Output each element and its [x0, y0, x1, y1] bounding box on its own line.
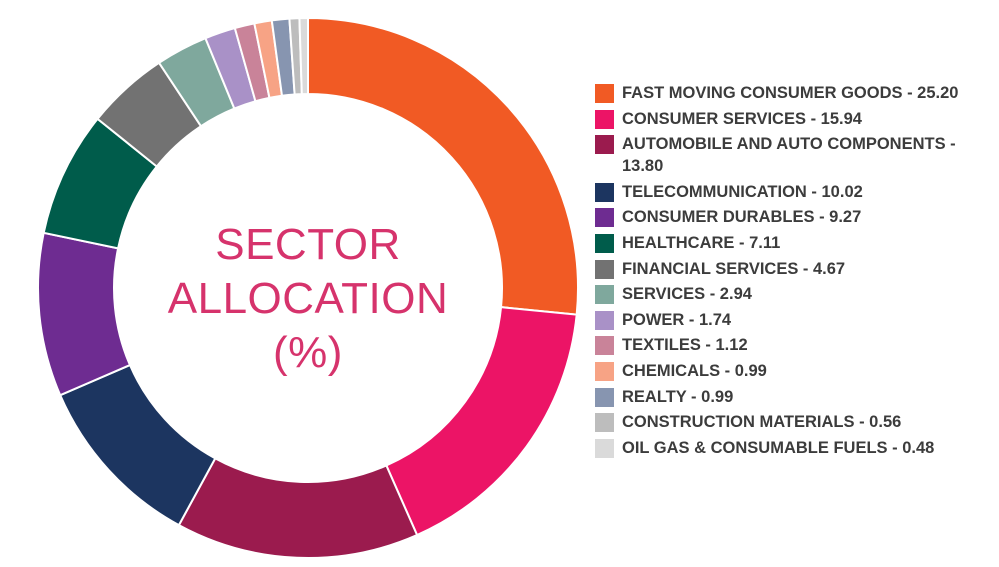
legend-swatch-5	[595, 233, 614, 253]
legend-label-13: OIL GAS & CONSUMABLE FUELS - 0.48	[622, 438, 935, 457]
legend-label-5: HEALTHCARE - 7.11	[622, 233, 781, 252]
legend-label-3: TELECOMMUNICATION - 10.02	[622, 182, 863, 201]
legend-swatch-8	[595, 310, 614, 330]
legend-item-10: CHEMICALS - 0.99	[595, 360, 995, 382]
legend-label-7: SERVICES - 2.94	[622, 285, 752, 304]
chart-title-line-2: ALLOCATION	[167, 274, 449, 323]
legend-item-11: REALTY - 0.99	[595, 386, 995, 408]
legend-item-3: TELECOMMUNICATION - 10.02	[595, 181, 995, 203]
legend-swatch-0	[595, 84, 614, 103]
legend-swatch-6	[595, 259, 614, 279]
legend-item-12: CONSTRUCTION MATERIALS - 0.56	[595, 411, 995, 433]
chart-title-line-3: (%)	[273, 328, 343, 377]
legend-label-12: CONSTRUCTION MATERIALS - 0.56	[622, 413, 902, 432]
legend-swatch-10	[595, 361, 614, 381]
pie-slice-4	[37, 231, 132, 397]
legend-item-13: OIL GAS & CONSUMABLE FUELS - 0.48	[595, 437, 995, 459]
legend-item-2: AUTOMOBILE AND AUTO COMPONENTS - 13.80	[595, 133, 995, 177]
legend-item-4: CONSUMER DURABLES - 9.27	[595, 206, 995, 228]
chart-legend: FAST MOVING CONSUMER GOODS - 25.20 CONSUM…	[595, 82, 995, 462]
legend-item-6: FINANCIAL SERVICES - 4.67	[595, 258, 995, 280]
legend-item-7: SERVICES - 2.94	[595, 283, 995, 305]
legend-label-2: AUTOMOBILE AND AUTO COMPONENTS - 13.80	[622, 135, 956, 176]
legend-label-9: TEXTILES - 1.12	[622, 336, 748, 355]
legend-swatch-3	[595, 182, 614, 202]
legend-swatch-4	[595, 208, 614, 228]
chart-title: SECTOR ALLOCATION (%)	[158, 218, 458, 380]
legend-item-8: POWER - 1.74	[595, 309, 995, 331]
pie-slice-0	[307, 16, 579, 316]
legend-swatch-12	[595, 413, 614, 433]
donut-chart	[37, 16, 579, 559]
legend-label-6: FINANCIAL SERVICES - 4.67	[622, 259, 846, 278]
legend-label-11: REALTY - 0.99	[622, 387, 734, 406]
legend-swatch-13	[595, 438, 614, 458]
legend-swatch-9	[595, 336, 614, 356]
legend-swatch-1	[595, 109, 614, 129]
legend-item-5: HEALTHCARE - 7.11	[595, 232, 995, 254]
legend-swatch-7	[595, 285, 614, 305]
pie-slice-3	[58, 363, 217, 527]
legend-label-1: CONSUMER SERVICES - 15.94	[622, 109, 862, 128]
legend-item-0: FAST MOVING CONSUMER GOODS - 25.20	[595, 82, 995, 104]
legend-item-9: TEXTILES - 1.12	[595, 334, 995, 356]
legend-item-1: CONSUMER SERVICES - 15.94	[595, 108, 995, 130]
legend-label-10: CHEMICALS - 0.99	[622, 361, 767, 380]
legend-label-0: FAST MOVING CONSUMER GOODS - 25.20	[622, 84, 959, 102]
pie-slice-13	[298, 16, 309, 96]
legend-label-8: POWER - 1.74	[622, 310, 732, 329]
legend-swatch-11	[595, 387, 614, 407]
chart-title-line-1: SECTOR	[215, 220, 401, 269]
legend-swatch-2	[595, 135, 614, 155]
pie-slice-2	[177, 457, 419, 559]
legend-label-4: CONSUMER DURABLES - 9.27	[622, 208, 862, 227]
